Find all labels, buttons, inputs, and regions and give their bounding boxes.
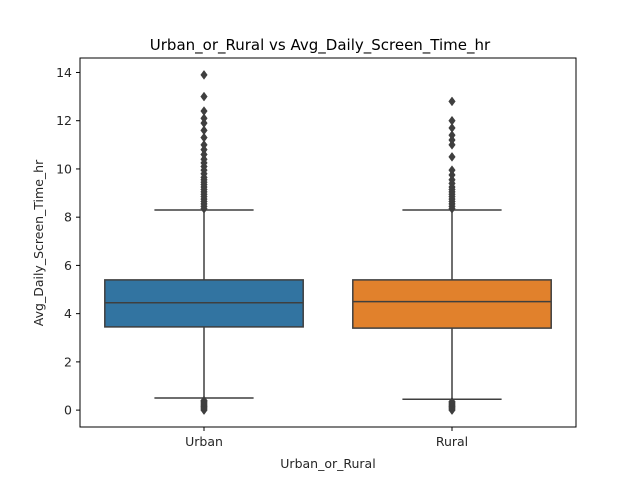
outlier-point [448,96,456,107]
plot-frame [79,57,577,428]
outlier-point [448,130,456,141]
outlier-point [200,125,208,136]
outlier-point [200,91,208,102]
outlier-point [448,115,456,126]
y-tick-label: 2 [64,354,72,369]
y-tick-label: 4 [64,306,72,321]
y-tick-label: 6 [64,258,72,273]
outlier-point [200,395,208,406]
y-axis-label: Avg_Daily_Screen_Time_hr [31,159,46,326]
y-tick-label: 8 [64,210,72,225]
outlier-point [200,113,208,124]
x-axis-label: Urban_or_Rural [280,456,375,471]
y-tick-label: 14 [56,65,72,80]
box-rural [352,279,552,329]
outlier-point [448,165,456,176]
x-tick-label: Rural [436,434,468,449]
y-tick-label: 10 [56,161,72,176]
outlier-point [200,139,208,150]
outlier-point [200,132,208,143]
y-tick-label: 0 [64,403,72,418]
x-tick-label: Urban [185,434,223,449]
outlier-point [200,70,208,80]
outlier-point [448,396,456,407]
outlier-point [200,106,208,116]
plot-area: 0 2 4 6 8 10 12 14 Urban Rural [56,57,577,449]
outlier-point [448,152,456,162]
y-tick-label: 12 [56,113,72,128]
outlier-point [448,123,456,133]
chart-title: Urban_or_Rural vs Avg_Daily_Screen_Time_… [150,36,491,55]
